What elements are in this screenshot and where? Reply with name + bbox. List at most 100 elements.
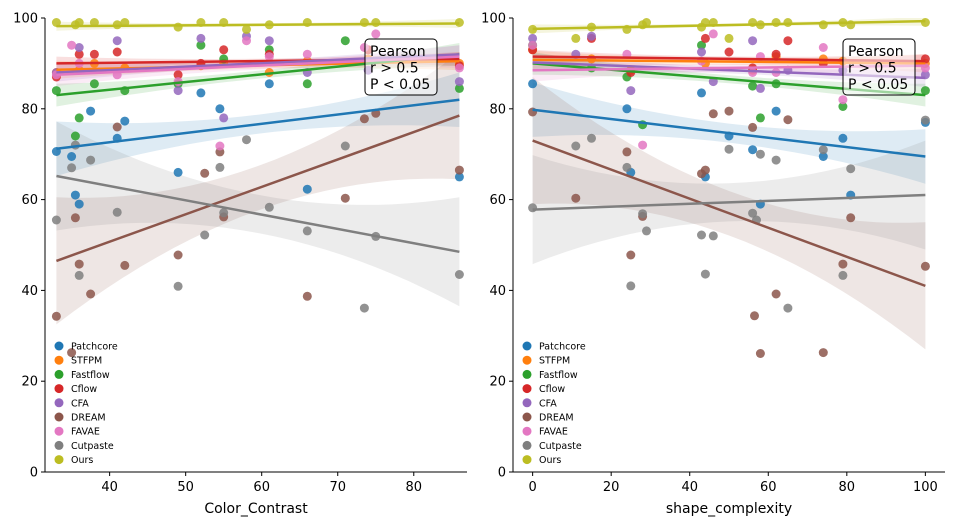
- legend-marker-stfpm: [54, 355, 64, 365]
- data-point-cutpaste: [755, 149, 765, 159]
- data-point-dream: [340, 193, 350, 203]
- data-point-ours: [920, 18, 930, 27]
- data-point-fastflow: [755, 113, 765, 123]
- legend-label-patchcore: Patchcore: [539, 342, 586, 353]
- data-point-patchcore: [771, 106, 781, 116]
- legend-label-fastflow: Fastflow: [71, 370, 110, 381]
- data-point-fastflow: [838, 102, 848, 111]
- data-point-patchcore: [302, 184, 312, 194]
- data-point-cutpaste: [242, 135, 251, 145]
- data-point-ours: [173, 22, 183, 32]
- data-point-favae: [371, 29, 381, 39]
- legend-marker-cflow: [54, 384, 64, 394]
- data-point-favae: [838, 95, 848, 105]
- data-point-favae: [454, 63, 464, 73]
- data-point-ours: [51, 18, 61, 27]
- data-point-cutpaste: [173, 281, 183, 291]
- legend-marker-favae: [522, 426, 532, 436]
- data-point-ours: [724, 33, 734, 43]
- data-point-favae: [818, 43, 828, 52]
- data-point-cutpaste: [340, 141, 350, 151]
- right-chart-panel: 0 20 40 60 80 100 0 20 40 60 80 100 shape_complexity…: [481, 12, 945, 517]
- data-point-favae: [638, 140, 648, 150]
- data-point-cfa: [626, 86, 636, 96]
- y-tick-label: 40: [21, 284, 38, 299]
- y-tick-label: 20: [21, 375, 38, 390]
- data-point-fastflow: [340, 36, 350, 46]
- data-point-cfa: [587, 31, 596, 41]
- data-point-dream: [302, 291, 312, 301]
- legend-label-favae: FAVAE: [71, 427, 100, 438]
- data-point-fastflow: [89, 79, 99, 89]
- data-point-ours: [454, 18, 464, 27]
- legend-label-cutpaste: Cutpaste: [71, 441, 114, 452]
- y-tick-label: 80: [489, 102, 506, 117]
- plot-area: [528, 18, 930, 358]
- data-point-dream: [626, 250, 636, 260]
- data-point-fastflow: [74, 113, 84, 123]
- data-point-dream: [750, 311, 759, 321]
- data-point-fastflow: [748, 81, 758, 91]
- data-point-cutpaste: [454, 270, 464, 279]
- x-axis-label: shape_complexity: [666, 501, 792, 517]
- data-point-cfa: [196, 33, 206, 43]
- legend-marker-dream: [522, 412, 532, 422]
- data-point-cflow: [771, 49, 781, 59]
- data-point-cutpaste: [51, 215, 61, 225]
- data-point-cflow: [89, 49, 99, 59]
- y-tick-label: 40: [489, 284, 506, 299]
- legend-marker-ours: [522, 455, 532, 465]
- data-point-ours: [818, 20, 828, 30]
- data-point-ours: [783, 18, 793, 27]
- data-point-favae: [264, 52, 274, 62]
- legend-marker-ours: [54, 455, 64, 465]
- data-point-stfpm: [587, 54, 596, 64]
- x-tick-label: 60: [253, 480, 270, 495]
- data-point-favae: [302, 49, 312, 59]
- data-point-cutpaste: [587, 133, 596, 143]
- data-point-cutpaste: [86, 155, 96, 165]
- legend-marker-dream: [54, 412, 64, 422]
- data-point-cutpaste: [219, 208, 229, 218]
- data-point-cfa: [264, 36, 274, 46]
- data-point-fastflow: [51, 86, 61, 96]
- data-point-cfa: [528, 33, 538, 43]
- data-point-cutpaste: [112, 207, 122, 217]
- y-tick-label: 100: [481, 12, 506, 27]
- legend-marker-cflow: [522, 384, 532, 394]
- data-point-cfa: [219, 113, 229, 123]
- legend-label-stfpm: STFPM: [539, 356, 570, 367]
- data-point-dream: [783, 115, 793, 125]
- data-point-dream: [846, 213, 856, 223]
- annotation-line: Pearson: [370, 44, 426, 60]
- annotation-box: [364, 38, 438, 96]
- y-tick-label: 20: [489, 375, 506, 390]
- legend-label-patchcore: Patchcore: [71, 342, 118, 353]
- data-point-cflow: [219, 45, 229, 55]
- data-point-dream: [622, 147, 632, 157]
- regression-line-ours: [56, 22, 460, 28]
- data-point-ours: [771, 18, 781, 27]
- legend-marker-patchcore: [54, 341, 64, 351]
- data-point-cutpaste: [708, 231, 718, 241]
- data-point-cutpaste: [638, 209, 648, 219]
- data-point-cutpaste: [724, 144, 734, 154]
- data-point-cutpaste: [818, 145, 828, 155]
- data-point-dream: [359, 114, 369, 124]
- data-point-fastflow: [920, 86, 930, 96]
- y-tick-label: 100: [13, 12, 38, 27]
- legend-label-cfa: CFA: [71, 398, 89, 409]
- data-point-cutpaste: [783, 303, 793, 313]
- data-point-cutpaste: [200, 230, 210, 240]
- x-tick-label: 80: [839, 480, 856, 495]
- data-point-cutpaste: [697, 230, 706, 240]
- data-point-ours: [642, 18, 651, 27]
- x-tick-label: 60: [760, 480, 777, 495]
- data-point-dream: [86, 289, 96, 299]
- regression-line-patchcore: [56, 98, 460, 150]
- data-point-patchcore: [70, 190, 80, 200]
- data-point-patchcore: [622, 104, 632, 114]
